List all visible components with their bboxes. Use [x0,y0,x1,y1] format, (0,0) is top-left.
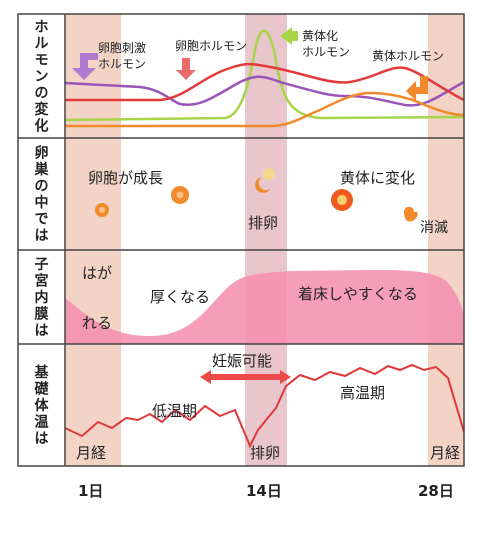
row-title-char: で [35,212,49,228]
row-title-char: ル [35,36,49,52]
panel-grid [17,13,465,467]
row-title-char: 宮 [35,272,49,289]
estrogen-arrow-icon [176,58,196,80]
ovulation-egg-icon [255,168,275,193]
progesterone-arrow-icon [406,76,428,101]
row-title-char: ホ [35,19,49,35]
disappearing-corpus-icon [404,206,418,222]
row-title-char: は [35,323,49,339]
small-follicle-icon [95,203,109,217]
implant-label: 着床しやすくなる [298,285,418,303]
tick-day-14: 14日 [246,482,282,500]
row-title-char: は [35,431,49,447]
fsh-curve [64,75,465,107]
row-title-char: ン [35,69,49,85]
period-start-label: 月経 [76,444,106,462]
high-temp-phase-label: 高温期 [340,384,385,402]
row-title-char: 卵 [35,145,49,162]
ovulation-label: 排卵 [248,214,278,232]
fertile-window-label: 妊娠可能 [212,352,272,370]
fsh-arrow-icon [72,53,98,80]
row-title-char: は [35,228,49,244]
row-title-char: モ [35,52,49,68]
corpus-luteum-icon [331,189,353,211]
temp-ovulation-label: 排卵 [250,444,280,462]
disappear-label: 消滅 [420,220,448,236]
period-end-label: 月経 [430,444,460,462]
row-title-char: 温 [35,414,49,430]
shedding-label-line1: はが [82,264,112,282]
shedding-label-line2: れる [82,314,112,332]
follicle-growth-label: 卵胞が成長 [88,169,163,187]
row-title-char: 膜 [35,305,49,322]
row-title-char: 内 [35,289,49,306]
menstruation-band-start [65,14,121,466]
fertile-window-arrow-icon [200,370,291,384]
fsh-label-line2: ホルモン [98,57,146,71]
tick-day-28: 28日 [418,482,454,500]
row-title-char: の [35,179,49,195]
estrogen-label: 卵胞ホルモン [175,39,247,53]
row-title-char: の [35,85,49,101]
lh-curve [64,29,465,122]
row-title-char: 子 [35,257,49,273]
basal-temperature-line [64,363,465,449]
tick-day-1: 1日 [78,482,103,500]
row-title-char: 体 [35,397,50,414]
row-title-char: 化 [35,117,49,134]
progesterone-curve [65,91,465,128]
fsh-label-line1: 卵胞刺激 [98,41,146,55]
row-title-char: 変 [35,101,49,118]
row-title-char: 巣 [34,161,50,178]
row-title-char: 中 [35,194,49,211]
thicken-label: 厚くなる [150,288,210,306]
estrogen-curve [65,62,465,102]
large-follicle-icon [171,186,189,204]
lh-label-line1: 黄体化 [302,29,338,43]
row-title-char: 礎 [34,380,50,397]
lh-label-line2: ホルモン [302,45,350,59]
lh-arrow-icon [280,27,298,45]
low-temp-phase-label: 低温期 [152,402,197,420]
progesterone-label: 黄体ホルモン [372,49,444,63]
corpus-luteum-label: 黄体に変化 [340,169,415,187]
ovulation-band [245,14,287,466]
endometrium-area [65,270,464,344]
row-title-char: 基 [35,364,50,381]
